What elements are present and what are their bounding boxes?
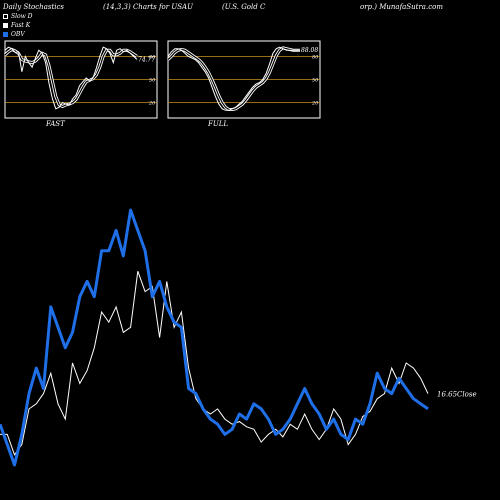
full-fast-k-line bbox=[167, 46, 300, 111]
legend-swatch-obv bbox=[3, 32, 8, 37]
header-center-title: (14,3,3) Charts for USAU bbox=[103, 3, 193, 11]
obv-line bbox=[0, 208, 429, 467]
fast-tick-80: 80 bbox=[149, 54, 156, 60]
header-right-title-b: orp.) MunafaSutra.com bbox=[360, 3, 443, 11]
full-slow-d-line-outer bbox=[166, 46, 300, 111]
fast-fast-k-line bbox=[4, 46, 138, 110]
legend-item-fast-k: Fast K bbox=[3, 21, 33, 30]
fast-tick-50: 50 bbox=[149, 78, 156, 84]
close-price-line bbox=[0, 271, 429, 456]
legend-label-slow-d: Slow D bbox=[11, 13, 33, 20]
full-tick-20: 20 bbox=[311, 101, 319, 107]
legend-item-obv: OBV bbox=[3, 30, 33, 39]
legend-label-obv: OBV bbox=[11, 31, 25, 38]
full-tick-50: 50 bbox=[312, 78, 319, 84]
legend-label-fast-k: Fast K bbox=[11, 22, 31, 29]
legend-item-slow-d: Slow D bbox=[3, 12, 33, 21]
legend-swatch-fast-k bbox=[3, 23, 8, 28]
legend: Slow D Fast K OBV bbox=[3, 12, 33, 39]
full-tick-80: 80 bbox=[312, 54, 319, 60]
legend-swatch-slow-d bbox=[3, 14, 8, 19]
header-left-title: Daily Stochastics bbox=[3, 3, 65, 11]
header-right-title-a: (U.S. Gold C bbox=[222, 3, 266, 11]
fast-panel-title: FAST bbox=[46, 120, 65, 128]
fast-tick-20: 20 bbox=[148, 101, 156, 107]
full-slow-d-line-inner bbox=[167, 47, 300, 111]
full-last-value-label: 88.08 bbox=[301, 47, 318, 54]
fast-last-value-label: 74.77 bbox=[138, 56, 155, 63]
close-last-value-label: 16.65Close bbox=[437, 391, 477, 399]
full-panel-title: FULL bbox=[208, 120, 229, 128]
